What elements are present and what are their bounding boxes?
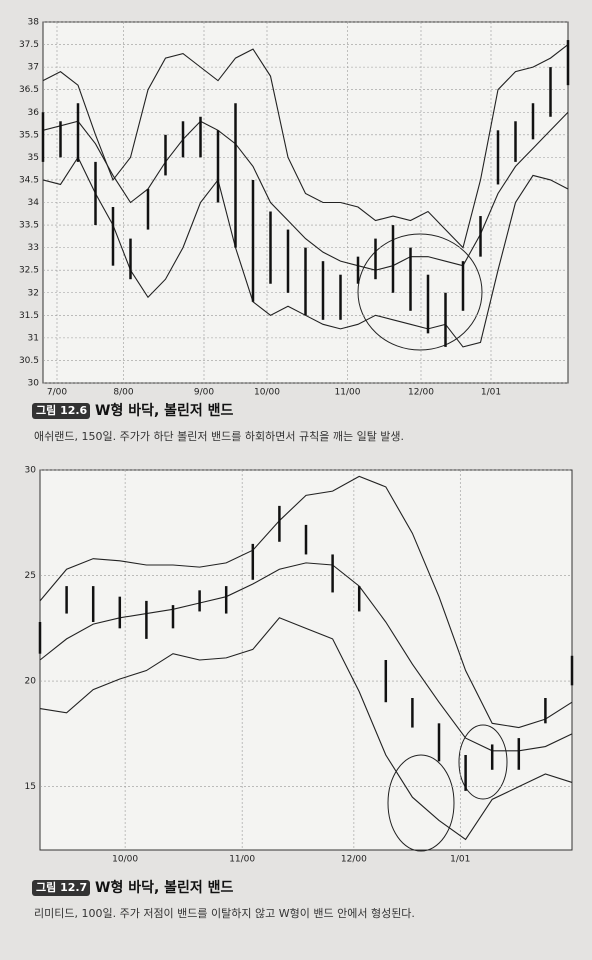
figure-label-box <box>32 880 90 896</box>
y-tick-label: 33.5 <box>19 221 39 231</box>
y-tick-label: 30 <box>28 379 40 389</box>
band-line <box>39 617 573 841</box>
x-tick-label: 1/01 <box>481 388 501 398</box>
y-tick-label: 37 <box>28 63 39 73</box>
annotation-circle <box>357 233 483 351</box>
y-tick-label: 15 <box>25 782 36 792</box>
y-tick-label: 30 <box>25 466 37 476</box>
y-tick-label: 36.5 <box>19 85 39 95</box>
y-tick-label: 31.5 <box>19 311 39 321</box>
band-line <box>42 44 569 249</box>
y-tick-label: 35 <box>28 153 39 163</box>
y-tick-label: 32.5 <box>19 266 39 276</box>
y-tick-label: 33 <box>28 243 39 253</box>
figure-label-box <box>32 403 90 419</box>
x-tick-label: 12/00 <box>408 388 434 398</box>
x-tick-label: 11/00 <box>335 388 361 398</box>
figure-label: 그림 12.7 <box>36 881 87 894</box>
y-tick-label: 35.5 <box>19 130 39 140</box>
figure-caption: 리미티드, 100일. 주가 저점이 밴드를 이탈하지 않고 W형이 밴드 안에… <box>34 906 415 920</box>
y-tick-label: 20 <box>25 677 37 687</box>
figure-label: 그림 12.6 <box>36 404 88 417</box>
plot-frame <box>42 21 569 384</box>
figure-caption: 애쉬랜드, 150일. 주가가 하단 볼린저 밴드를 하회하면서 규칙을 깨는 … <box>34 429 404 443</box>
y-tick-label: 30.5 <box>19 356 39 366</box>
figure-title: W형 바닥, 볼린저 밴드 <box>95 879 234 896</box>
band-line <box>39 562 573 752</box>
y-tick-label: 31 <box>28 333 39 343</box>
x-tick-label: 10/00 <box>254 388 280 398</box>
y-tick-label: 36 <box>28 108 40 118</box>
y-tick-label: 38 <box>28 18 40 28</box>
x-tick-label: 8/00 <box>113 388 133 398</box>
y-tick-label: 37.5 <box>19 40 39 50</box>
x-tick-label: 1/01 <box>450 855 470 865</box>
x-tick-label: 11/00 <box>229 855 255 865</box>
annotation-circle <box>387 754 455 852</box>
y-tick-label: 34 <box>28 198 40 208</box>
y-tick-label: 34.5 <box>19 175 39 185</box>
x-tick-label: 9/00 <box>194 388 214 398</box>
x-tick-label: 7/00 <box>47 388 67 398</box>
x-tick-label: 12/00 <box>341 855 367 865</box>
band-line <box>39 475 573 729</box>
y-tick-label: 32 <box>28 288 39 298</box>
annotation-circle <box>458 724 508 800</box>
figure-title: W형 바닥, 볼린저 밴드 <box>95 402 234 419</box>
x-tick-label: 10/00 <box>112 855 138 865</box>
y-tick-label: 25 <box>25 571 36 581</box>
